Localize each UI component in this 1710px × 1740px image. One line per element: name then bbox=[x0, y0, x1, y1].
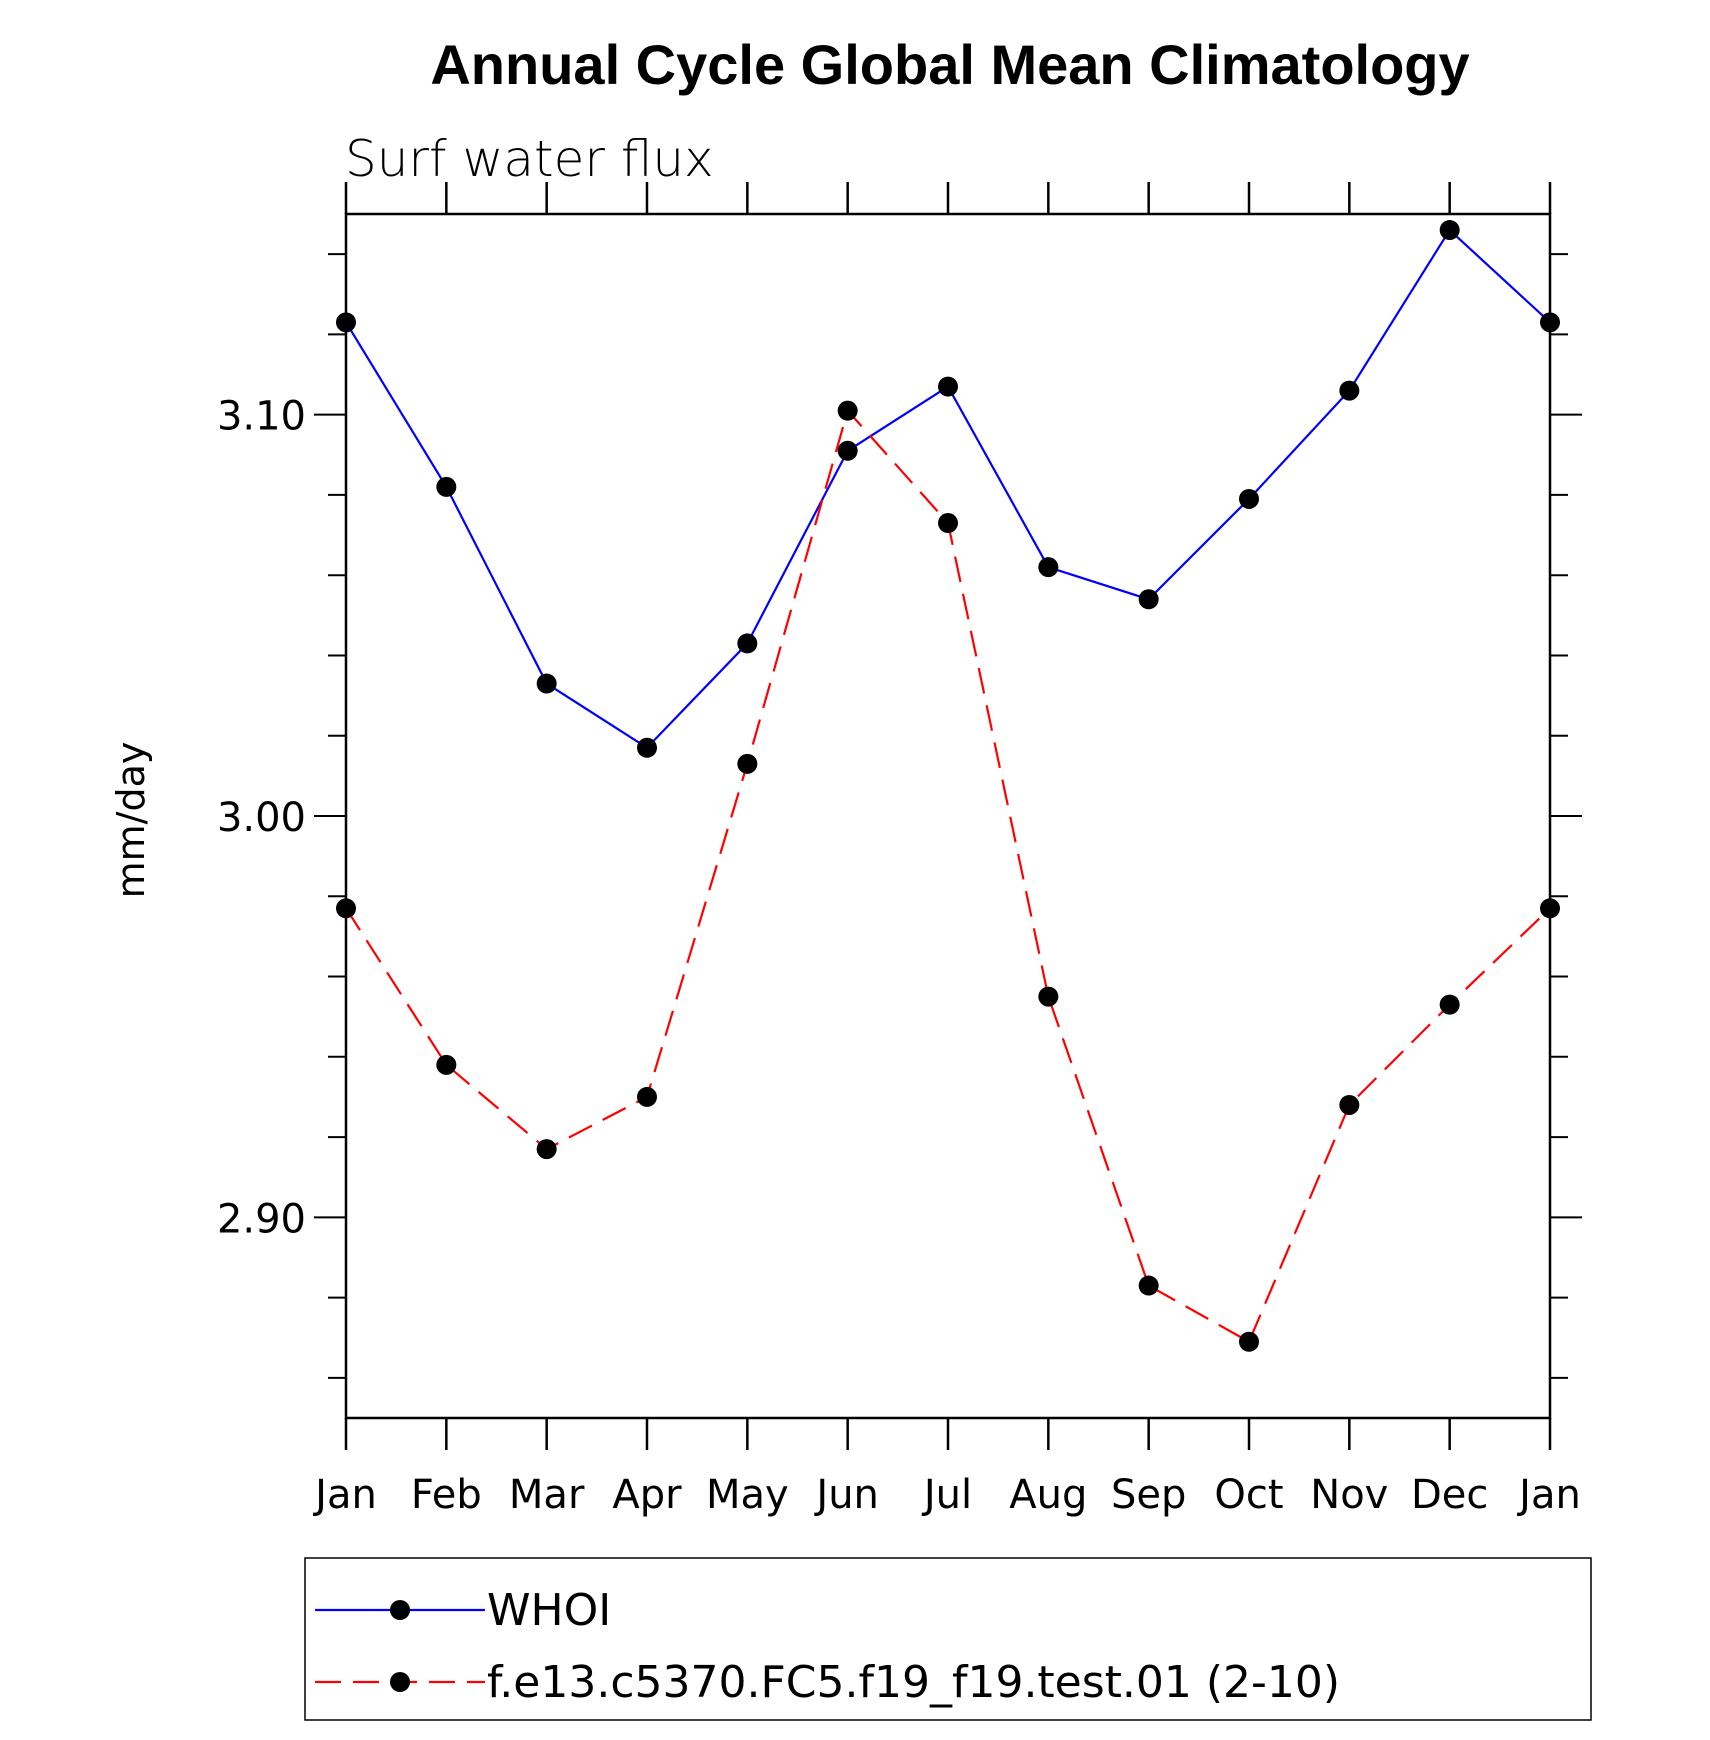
legend-item-1: WHOI bbox=[315, 1585, 611, 1636]
x-tick-label: Feb bbox=[411, 1472, 482, 1518]
x-tick-label: Jun bbox=[813, 1472, 879, 1518]
data-point bbox=[336, 898, 356, 919]
data-point bbox=[1439, 994, 1460, 1015]
x-tick-label: Jul bbox=[921, 1472, 972, 1518]
x-tick-label: May bbox=[706, 1472, 789, 1518]
data-point bbox=[938, 513, 958, 534]
series-layer bbox=[336, 220, 1560, 1352]
data-point bbox=[837, 400, 858, 421]
series-line bbox=[345, 228, 1551, 750]
data-point bbox=[1339, 1094, 1360, 1115]
data-point bbox=[536, 673, 557, 694]
legend-label: WHOI bbox=[487, 1585, 611, 1636]
data-point bbox=[336, 312, 356, 333]
data-point bbox=[637, 1086, 657, 1107]
legend-marker bbox=[390, 1600, 410, 1620]
axis-ticks bbox=[314, 182, 1582, 1450]
data-point bbox=[637, 737, 657, 758]
y-axis-label: mm/day bbox=[109, 742, 153, 899]
legend-marker bbox=[390, 1672, 410, 1692]
data-point bbox=[1138, 589, 1159, 610]
x-tick-label: Jan bbox=[1516, 1472, 1581, 1518]
legend-label: f.e13.c5370.FC5.f19_f19.test.01 (2-10) bbox=[487, 1657, 1340, 1708]
x-tick-labels: Jan Feb Mar Apr May Jun Jul Aug Sep Oct Nov Dec Jan bbox=[312, 1472, 1581, 1518]
legend-item-2: f.e13.c5370.FC5.f19_f19.test.01 (2-10) bbox=[315, 1657, 1340, 1708]
data-point bbox=[1038, 557, 1059, 578]
x-tick-label: Apr bbox=[612, 1472, 682, 1518]
y-tick-labels: 2.90 3.00 3.10 bbox=[217, 394, 306, 1243]
x-tick-label: Aug bbox=[1009, 1472, 1087, 1518]
data-point bbox=[737, 753, 758, 774]
x-tick-label: Jan bbox=[312, 1472, 377, 1518]
data-point bbox=[1339, 380, 1360, 401]
data-point bbox=[938, 376, 958, 397]
data-point bbox=[737, 633, 758, 654]
legend: WHOI f.e13.c5370.FC5.f19_f19.test.01 (2-1… bbox=[304, 1557, 1592, 1721]
data-point bbox=[837, 440, 858, 461]
legend-box bbox=[304, 1557, 1592, 1721]
x-tick-label: Oct bbox=[1214, 1472, 1283, 1518]
series-2 bbox=[336, 400, 1560, 1352]
data-point bbox=[1540, 898, 1560, 919]
series-1 bbox=[336, 220, 1560, 758]
chart-subtitle: Surf water flux bbox=[345, 130, 714, 188]
data-point bbox=[1138, 1275, 1159, 1296]
data-point bbox=[1239, 488, 1259, 509]
data-point bbox=[1439, 220, 1460, 241]
x-tick-label: Nov bbox=[1310, 1472, 1388, 1518]
x-tick-label: Dec bbox=[1411, 1472, 1488, 1518]
y-tick-label: 2.90 bbox=[217, 1196, 306, 1242]
series-line bbox=[345, 408, 1551, 1344]
chart-title: Annual Cycle Global Mean Climatology bbox=[430, 33, 1469, 96]
data-point bbox=[1239, 1331, 1259, 1352]
data-point bbox=[536, 1139, 557, 1160]
x-tick-label: Mar bbox=[509, 1472, 585, 1518]
data-point bbox=[1038, 986, 1059, 1007]
y-tick-label: 3.00 bbox=[217, 795, 306, 841]
data-point bbox=[436, 476, 457, 497]
legend-items: WHOI f.e13.c5370.FC5.f19_f19.test.01 (2-1… bbox=[315, 1585, 1340, 1708]
data-point bbox=[436, 1054, 457, 1075]
data-point bbox=[1540, 312, 1560, 333]
y-tick-label: 3.10 bbox=[217, 394, 306, 440]
x-tick-label: Sep bbox=[1111, 1472, 1186, 1518]
